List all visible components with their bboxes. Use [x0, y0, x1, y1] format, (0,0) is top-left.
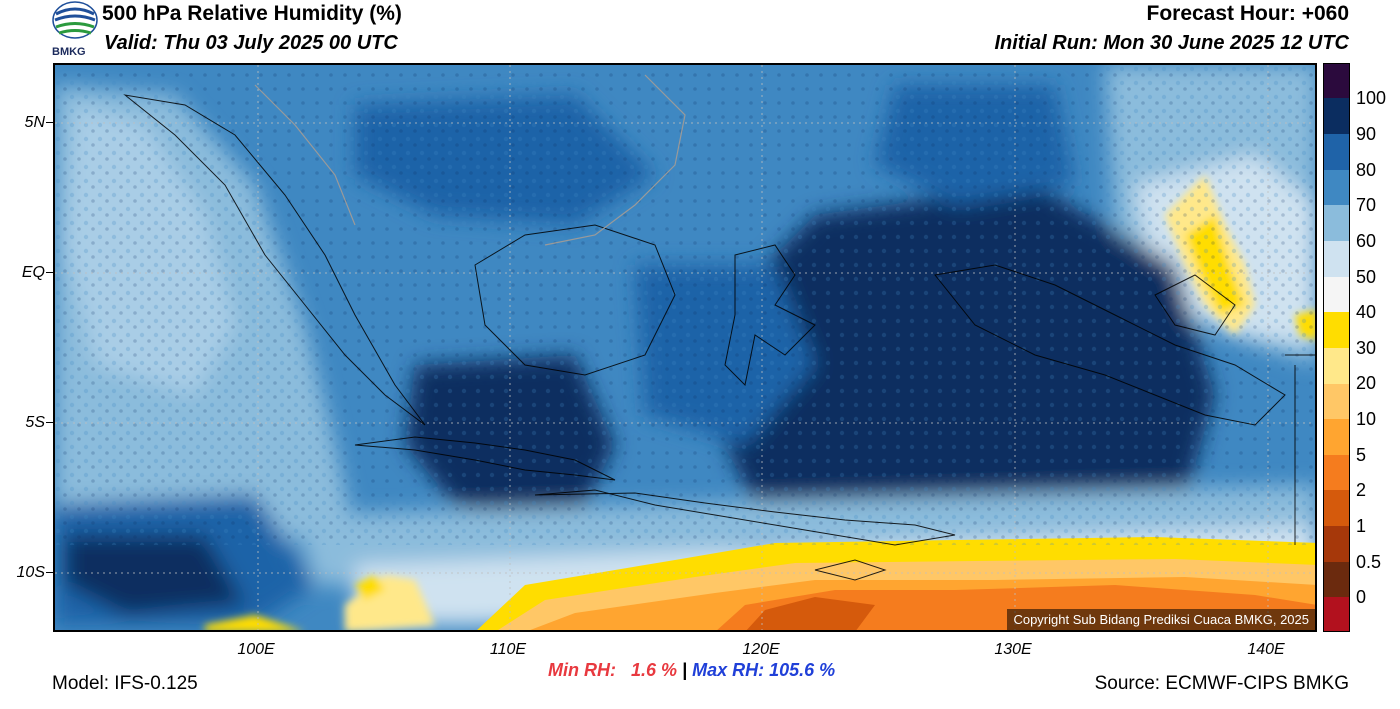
copyright-notice: Copyright Sub Bidang Prediksi Cuaca BMKG…	[1007, 609, 1315, 630]
humidity-map	[53, 63, 1317, 632]
colorbar-segment	[1324, 348, 1349, 384]
colorbar-segment	[1324, 526, 1349, 562]
colorbar-segment	[1324, 455, 1349, 490]
forecast-hour: Forecast Hour: +060	[1146, 2, 1350, 25]
lat-tick	[46, 272, 53, 273]
bmkg-logo: BMKG	[50, 0, 100, 60]
lon-label-140e: 140E	[1247, 641, 1285, 658]
lat-label-10s: 10S	[16, 564, 45, 581]
colorbar-segment	[1324, 98, 1349, 134]
humidity-field	[55, 65, 1315, 630]
colorbar-label: 90	[1356, 124, 1377, 144]
colorbar-label: 80	[1356, 160, 1377, 180]
colorbar-segment	[1324, 384, 1349, 419]
colorbar-label: 60	[1356, 231, 1377, 251]
colorbar-label: 1	[1356, 516, 1367, 536]
colorbar-segment	[1324, 134, 1349, 170]
colorbar-label: 5	[1356, 445, 1367, 465]
colorbar-label: 0.5	[1356, 552, 1382, 572]
colorbar-label: 2	[1356, 480, 1367, 500]
colorbar-label: 70	[1356, 195, 1377, 215]
lon-label-110e: 110E	[489, 641, 527, 658]
lat-tick	[46, 122, 53, 123]
colorbar-segment	[1324, 562, 1349, 597]
lat-tick	[46, 572, 53, 573]
rh-stats: Min RH: 1.6 % | Max RH: 105.6 %	[548, 660, 835, 681]
valid-time: Valid: Thu 03 July 2025 00 UTC	[104, 32, 398, 54]
lat-tick	[46, 422, 53, 423]
source-label: Source: ECMWF-CIPS BMKG	[1094, 673, 1349, 694]
colorbar-segment	[1324, 277, 1349, 312]
colorbar-segment	[1324, 490, 1349, 526]
initial-run: Initial Run: Mon 30 June 2025 12 UTC	[994, 32, 1349, 54]
colorbar-label: 40	[1356, 302, 1377, 322]
bmkg-emblem-icon	[52, 1, 98, 39]
colorbar-segment	[1324, 597, 1349, 631]
chart-title: 500 hPa Relative Humidity (%)	[102, 2, 402, 25]
colorbar-segment	[1324, 241, 1349, 277]
colorbar-segment	[1324, 64, 1349, 98]
lat-label-5n: 5N	[24, 114, 45, 131]
lon-label-130e: 130E	[994, 641, 1032, 658]
colorbar-segment	[1324, 205, 1349, 241]
colorbar-label: 30	[1356, 338, 1377, 358]
colorbar-segment	[1324, 419, 1349, 455]
colorbar-segment	[1324, 312, 1349, 348]
lon-label-120e: 120E	[742, 641, 780, 658]
logo-text: BMKG	[52, 46, 86, 58]
colorbar-label: 50	[1356, 267, 1377, 287]
colorbar-label: 0	[1356, 587, 1367, 607]
lat-label-5s: 5S	[25, 414, 45, 431]
lon-label-100e: 100E	[237, 641, 275, 658]
stats-separator: |	[682, 660, 688, 680]
colorbar-label: 20	[1356, 373, 1377, 393]
min-rh: Min RH: 1.6 %	[548, 660, 678, 680]
colorbar-label: 100	[1356, 88, 1387, 108]
colorbar-segment	[1324, 170, 1349, 205]
colorbar	[1323, 63, 1350, 632]
model-label: Model: IFS-0.125	[52, 673, 198, 694]
max-rh: Max RH: 105.6 %	[692, 660, 836, 680]
colorbar-label: 10	[1356, 409, 1377, 429]
lat-label-eq: EQ	[21, 264, 45, 281]
